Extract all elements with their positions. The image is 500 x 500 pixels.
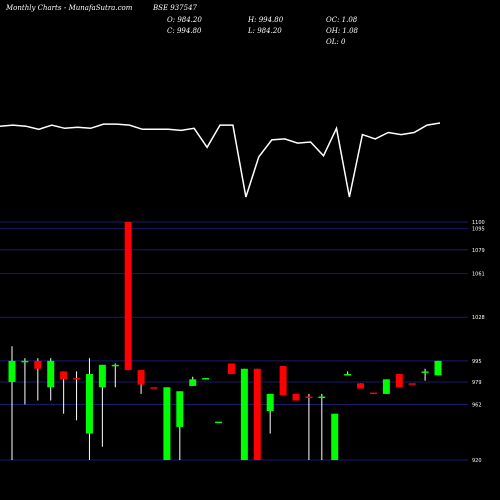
candle-body — [150, 387, 158, 389]
y-tick-label: 1028 — [472, 315, 485, 321]
chart-type-label: Monthly Charts — [6, 4, 62, 12]
candle — [408, 383, 416, 385]
y-tick-label: 995 — [472, 359, 482, 365]
candle — [73, 371, 81, 421]
candle — [279, 366, 287, 396]
candle-body — [318, 396, 326, 399]
candle — [331, 413, 339, 460]
candle-body — [21, 360, 29, 363]
candle — [124, 222, 132, 371]
candle-body — [111, 364, 119, 367]
candle — [382, 379, 390, 394]
candle-body — [47, 360, 55, 388]
candle — [292, 393, 300, 401]
candle-body — [189, 379, 197, 386]
candle-body — [176, 391, 184, 427]
candle-body — [34, 360, 42, 369]
candle-body — [344, 374, 352, 376]
candle — [189, 376, 197, 386]
candle — [253, 368, 261, 460]
candle — [163, 387, 171, 460]
ohlc-open: O: 984.20 — [167, 16, 202, 24]
candle-body — [240, 368, 248, 460]
candle-body — [292, 393, 300, 401]
y-tick-label: 1100 — [472, 220, 485, 226]
ohlc-low: L: 984.20 — [248, 27, 282, 35]
candle — [111, 363, 119, 388]
y-tick-label: 1079 — [472, 248, 485, 254]
candle — [176, 391, 184, 460]
candle-body — [408, 383, 416, 385]
candle — [8, 346, 16, 460]
candle-body — [73, 378, 81, 380]
candle — [434, 360, 442, 376]
candle-body — [98, 364, 106, 388]
y-tick-label: 1095 — [472, 227, 485, 233]
candle-body — [85, 374, 93, 434]
candle-body — [369, 392, 377, 395]
indicator-line-group — [0, 122, 441, 198]
candle-body — [227, 363, 235, 375]
candle — [85, 358, 93, 460]
candle — [60, 371, 68, 414]
candle-body — [331, 413, 339, 460]
ohlc-close: C: 994.80 — [167, 27, 202, 35]
candlestick-group — [8, 222, 442, 460]
y-tick-label: 1061 — [472, 272, 485, 278]
candle-body — [163, 387, 171, 460]
candle-body — [434, 360, 442, 376]
candle — [21, 358, 29, 405]
candle — [137, 370, 145, 394]
candle — [240, 368, 248, 460]
candle-body — [215, 421, 223, 424]
candle-body — [8, 360, 16, 382]
candle-body — [137, 370, 145, 385]
candle — [305, 393, 313, 460]
candle — [34, 358, 42, 401]
candle-body — [382, 379, 390, 394]
candle-body — [124, 222, 132, 371]
candle — [47, 358, 55, 401]
candle — [227, 363, 235, 375]
ohlc-ol: OL: 0 — [326, 38, 346, 46]
candle-body — [395, 374, 403, 388]
candle-body — [253, 368, 261, 460]
candle — [202, 378, 210, 380]
y-tick-label: 962 — [472, 402, 482, 408]
ohlc-high: H: 994.80 — [248, 16, 284, 24]
candle — [421, 368, 429, 381]
candle — [318, 393, 326, 460]
candle — [266, 393, 274, 434]
indicator-line — [0, 122, 441, 198]
candle-body — [279, 366, 287, 396]
y-tick-label: 920 — [472, 458, 482, 464]
candle — [215, 421, 223, 424]
candle — [344, 371, 352, 376]
symbol-label: BSE 937547 — [153, 4, 197, 12]
ohlc-oc: OC: 1.08 — [326, 16, 358, 24]
price-grid — [0, 221, 468, 461]
candle — [369, 392, 377, 395]
site-name: - MunafaSutra.com — [64, 4, 133, 12]
candle-body — [357, 383, 365, 389]
candle-body — [202, 378, 210, 380]
candle — [150, 387, 158, 389]
candle-body — [266, 393, 274, 412]
candle-body — [305, 396, 313, 399]
candle-body — [421, 371, 429, 373]
candle-body — [60, 371, 68, 380]
candle — [395, 374, 403, 388]
y-tick-label: 979 — [472, 380, 482, 386]
ohlc-oh: OH: 1.08 — [326, 27, 359, 35]
candle — [357, 383, 365, 389]
candle — [98, 364, 106, 447]
